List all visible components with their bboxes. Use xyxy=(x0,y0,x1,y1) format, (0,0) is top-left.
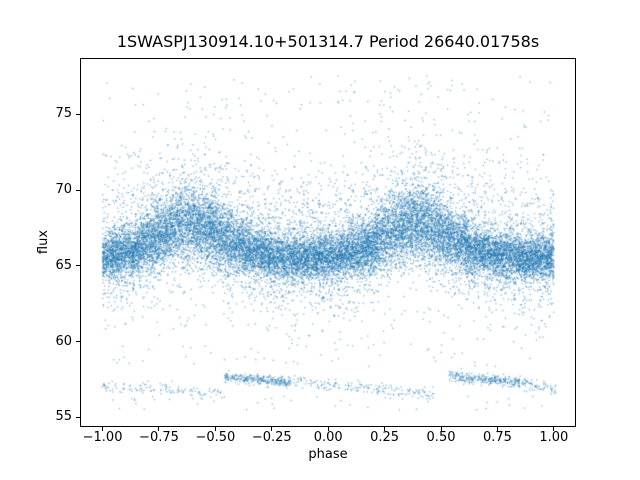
x-tick-label: −1.00 xyxy=(82,430,123,445)
x-tick-mark xyxy=(327,427,329,432)
x-tick-mark xyxy=(440,427,442,432)
y-tick-mark xyxy=(75,265,80,267)
y-tick-label: 65 xyxy=(55,257,72,273)
y-tick-mark xyxy=(75,416,80,418)
x-tick-label: 0.00 xyxy=(313,430,343,445)
x-tick-label: −0.50 xyxy=(195,430,236,445)
y-axis-label: flux xyxy=(36,229,51,255)
y-tick-mark xyxy=(75,189,80,191)
x-tick-label: 1.00 xyxy=(539,430,569,445)
y-tick-label: 55 xyxy=(55,409,72,425)
x-tick-mark xyxy=(384,427,386,432)
y-tick-label: 70 xyxy=(55,182,72,198)
x-axis-label: phase xyxy=(308,447,348,462)
x-tick-mark xyxy=(496,427,498,432)
x-tick-label: −0.25 xyxy=(251,430,292,445)
x-tick-label: 0.50 xyxy=(426,430,456,445)
x-tick-label: 0.25 xyxy=(370,430,400,445)
x-tick-mark xyxy=(158,427,160,432)
axes-frame xyxy=(80,57,577,428)
plot-title: 1SWASPJ130914.10+501314.7 Period 26640.0… xyxy=(116,32,540,51)
y-tick-mark xyxy=(75,341,80,343)
x-tick-mark xyxy=(553,427,555,432)
y-tick-mark xyxy=(75,113,80,115)
x-tick-mark xyxy=(214,427,216,432)
x-tick-label: −0.75 xyxy=(139,430,179,445)
x-tick-mark xyxy=(271,427,273,432)
x-tick-label: 0.75 xyxy=(482,430,512,445)
y-tick-label: 75 xyxy=(55,106,72,122)
x-tick-mark xyxy=(102,427,104,432)
y-tick-label: 60 xyxy=(55,333,72,349)
